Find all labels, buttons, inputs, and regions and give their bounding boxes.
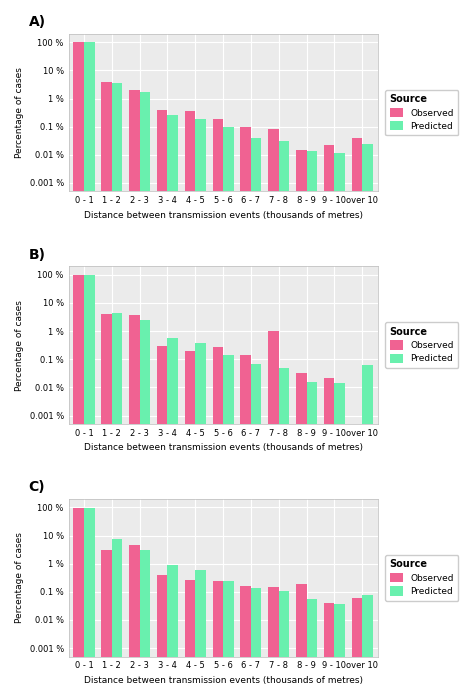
Bar	[334, 603, 345, 700]
Bar	[334, 153, 345, 700]
Bar	[279, 592, 289, 700]
Bar	[240, 127, 251, 700]
Bar	[157, 575, 167, 700]
Bar	[157, 346, 167, 700]
Bar	[324, 378, 334, 700]
Bar	[167, 338, 178, 700]
X-axis label: Distance between transmission events (thousands of metres): Distance between transmission events (th…	[83, 676, 363, 685]
Bar	[268, 129, 279, 700]
Bar	[324, 603, 334, 700]
Bar	[251, 138, 262, 700]
Y-axis label: Percentage of cases: Percentage of cases	[15, 300, 24, 391]
Legend: Observed, Predicted: Observed, Predicted	[385, 90, 458, 135]
Bar	[129, 90, 140, 700]
Bar	[167, 565, 178, 700]
Bar	[268, 587, 279, 700]
Legend: Observed, Predicted: Observed, Predicted	[385, 323, 458, 368]
Bar	[129, 315, 140, 700]
Bar	[101, 314, 112, 700]
Bar	[185, 580, 195, 700]
Bar	[112, 539, 122, 700]
Bar	[84, 42, 94, 700]
Bar	[251, 363, 262, 700]
Bar	[140, 92, 150, 700]
Bar	[101, 550, 112, 700]
Text: B): B)	[28, 248, 46, 262]
Bar	[73, 508, 84, 700]
Bar	[223, 581, 234, 700]
Bar	[84, 508, 94, 700]
Bar	[352, 444, 362, 700]
Text: C): C)	[28, 480, 45, 494]
Text: A): A)	[28, 15, 46, 29]
Y-axis label: Percentage of cases: Percentage of cases	[15, 532, 24, 623]
Bar	[195, 570, 206, 700]
Y-axis label: Percentage of cases: Percentage of cases	[15, 67, 24, 158]
Bar	[212, 581, 223, 700]
Bar	[279, 368, 289, 700]
Bar	[324, 145, 334, 700]
Bar	[84, 275, 94, 700]
Bar	[73, 42, 84, 700]
Bar	[296, 373, 307, 700]
Bar	[140, 550, 150, 700]
Bar	[112, 313, 122, 700]
Bar	[195, 343, 206, 700]
Bar	[185, 351, 195, 700]
Bar	[251, 588, 262, 700]
Bar	[279, 141, 289, 700]
Bar	[307, 599, 317, 700]
Bar	[101, 82, 112, 700]
X-axis label: Distance between transmission events (thousands of metres): Distance between transmission events (th…	[83, 443, 363, 452]
Bar	[73, 275, 84, 700]
Bar	[296, 584, 307, 700]
Bar	[352, 598, 362, 700]
Bar	[307, 382, 317, 700]
Bar	[129, 545, 140, 700]
Bar	[185, 111, 195, 700]
Bar	[296, 150, 307, 700]
Bar	[362, 144, 373, 700]
Bar	[240, 355, 251, 700]
Bar	[167, 115, 178, 700]
Bar	[307, 150, 317, 700]
Bar	[140, 320, 150, 700]
Bar	[362, 595, 373, 700]
X-axis label: Distance between transmission events (thousands of metres): Distance between transmission events (th…	[83, 211, 363, 220]
Bar	[334, 384, 345, 700]
Bar	[112, 83, 122, 700]
Bar	[212, 346, 223, 700]
Bar	[212, 120, 223, 700]
Bar	[223, 355, 234, 700]
Bar	[223, 127, 234, 700]
Bar	[240, 587, 251, 700]
Bar	[352, 138, 362, 700]
Bar	[268, 330, 279, 700]
Bar	[195, 119, 206, 700]
Bar	[157, 111, 167, 700]
Bar	[362, 365, 373, 700]
Legend: Observed, Predicted: Observed, Predicted	[385, 555, 458, 601]
